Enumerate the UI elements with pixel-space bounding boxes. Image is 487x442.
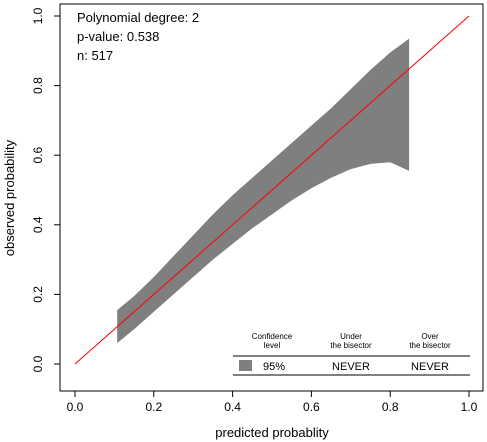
legend-header: Over (421, 332, 439, 341)
x-tick-label: 0.6 (303, 400, 320, 414)
y-tick-label: 0.2 (31, 286, 45, 303)
legend-header: Confidence (252, 332, 293, 341)
y-tick-label: 0.8 (31, 77, 45, 94)
y-axis: 0.0 0.2 0.4 0.6 0.8 1.0 (31, 7, 61, 372)
bisector-line (74, 15, 470, 365)
x-axis: 0.0 0.2 0.4 0.6 0.8 1.0 (67, 390, 478, 414)
annotation-text: Polynomial degree: 2 (77, 10, 199, 25)
y-tick-label: 1.0 (31, 7, 45, 24)
y-tick-label: 0.6 (31, 147, 45, 164)
x-axis-label: predicted probablity (215, 425, 329, 440)
y-axis-label: observed probability (2, 139, 17, 256)
y-tick-label: 0.4 (31, 216, 45, 233)
x-tick-label: 0.2 (145, 400, 162, 414)
x-tick-label: 0.0 (67, 400, 84, 414)
legend-header: the bisector (330, 341, 372, 350)
legend-header: the bisector (409, 341, 451, 350)
x-tick-label: 0.4 (224, 400, 241, 414)
legend-header: Under (340, 332, 362, 341)
x-tick-label: 0.8 (382, 400, 399, 414)
annotation-text: n: 517 (77, 48, 113, 63)
y-tick-label: 0.0 (31, 355, 45, 372)
legend-over: NEVER (411, 361, 449, 373)
legend-header: level (264, 341, 281, 350)
annotations: Polynomial degree: 2 p-value: 0.538 n: 517 (77, 10, 199, 63)
confidence-band (117, 38, 410, 344)
legend-swatch (239, 360, 252, 371)
x-tick-label: 1.0 (461, 400, 478, 414)
annotation-text: p-value: 0.538 (77, 29, 159, 44)
legend-level: 95% (263, 361, 285, 373)
legend-under: NEVER (332, 361, 370, 373)
